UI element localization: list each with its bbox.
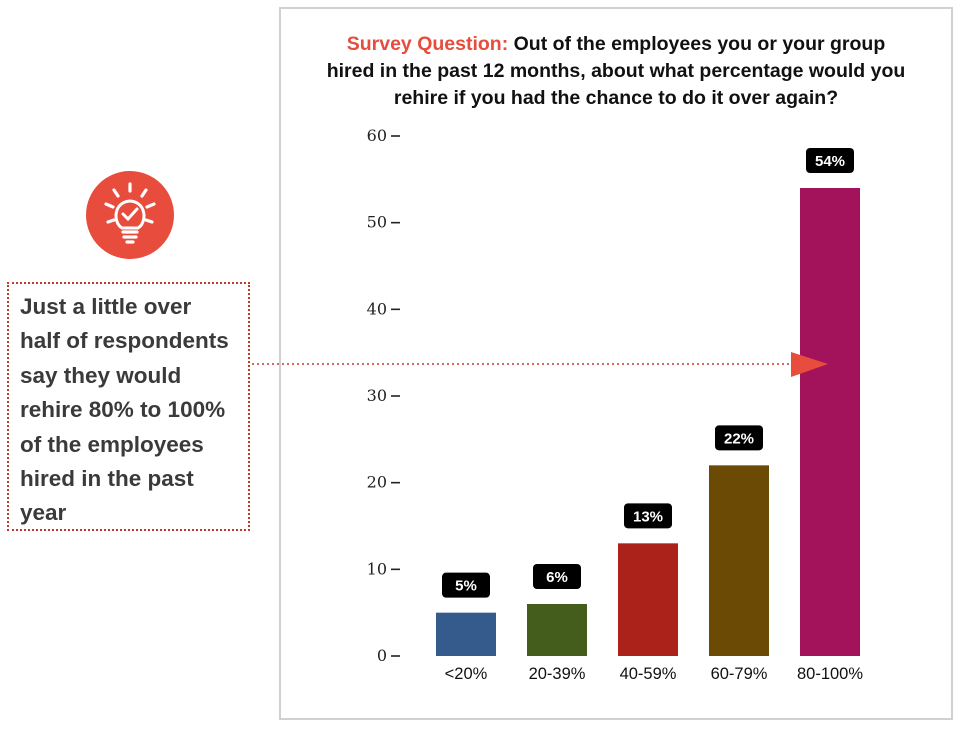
y-axis-tick-label: 50 [367, 213, 387, 232]
chart-title: Survey Question: Out of the employees yo… [281, 31, 951, 112]
bar-1 [436, 612, 496, 656]
data-label-box [533, 564, 581, 589]
data-label: 6% [546, 569, 568, 586]
y-axis-tick-label: 10 [367, 559, 387, 578]
chart-panel: Survey Question: Out of the employees yo… [279, 7, 953, 720]
data-label: 5% [455, 578, 477, 595]
callout-line: hired in the past [20, 466, 194, 492]
y-axis-tick-label: 60 [367, 126, 387, 145]
callout-line: year [20, 500, 67, 526]
data-label-box [715, 425, 763, 451]
title-prefix: Survey Question: [346, 33, 509, 55]
x-axis-category-label: 40-59% [620, 665, 677, 683]
bar-5 [800, 188, 860, 656]
bar-3 [618, 543, 678, 656]
data-label-box [624, 503, 672, 529]
y-axis-tick-label: 0 [377, 646, 387, 665]
x-axis-category-label: 20-39% [529, 665, 586, 683]
data-label: 13% [633, 508, 663, 525]
bar-chart: 0 10 20 30 40 50 60 5% <20% 6% 20-39% 13% 40-59% 22% 6… [367, 126, 864, 683]
callout-line: say they would [20, 362, 182, 388]
callout-line: half of respondents [20, 328, 229, 354]
bar-4 [709, 465, 769, 656]
x-axis-category-label: <20% [445, 665, 488, 683]
callout-line: of the employees [20, 431, 204, 457]
data-label: 22% [724, 430, 754, 447]
chart-title-line-1: Survey Question: Out of the employees yo… [281, 31, 951, 58]
data-label: 54% [815, 153, 845, 170]
title-text: Out of the employees you or your group [513, 33, 886, 55]
y-axis-tick-label: 40 [367, 299, 387, 318]
callout-line: Just a little over [20, 294, 192, 319]
data-label-box [806, 148, 854, 173]
chart-title-line-2: hired in the past 12 months, about what … [326, 60, 906, 82]
callout-line: rehire 80% to 100% [20, 397, 226, 423]
x-axis-category-label: 80-100% [797, 665, 863, 683]
bar-2 [527, 604, 587, 656]
y-axis-tick-label: 20 [367, 473, 387, 492]
chart-title-line-3: rehire if you had the chance to do it ov… [393, 87, 839, 109]
lightbulb-idea-icon [86, 171, 174, 259]
data-label-box [442, 572, 490, 598]
insight-callout: Just a little over half of respondents s… [7, 282, 250, 531]
x-axis-category-label: 60-79% [711, 665, 768, 683]
y-axis-tick-label: 30 [367, 386, 387, 405]
